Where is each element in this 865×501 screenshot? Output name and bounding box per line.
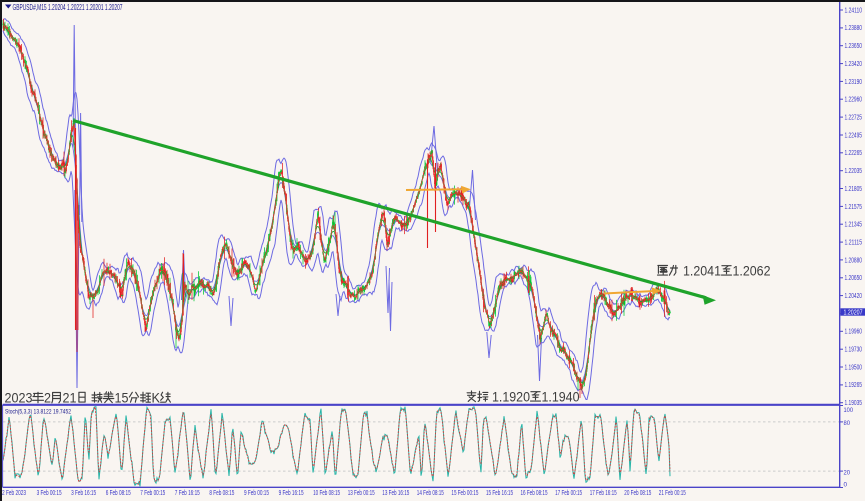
svg-text:7 Feb 16:15: 7 Feb 16:15 — [175, 490, 200, 497]
svg-text:1.19960: 1.19960 — [845, 329, 863, 336]
svg-text:7 Feb 00:15: 7 Feb 00:15 — [140, 490, 165, 497]
svg-text:Stoch(5,3,3) 13.8122 19.7452: Stoch(5,3,3) 13.8122 19.7452 — [5, 409, 71, 416]
svg-text:1.22265: 1.22265 — [845, 150, 863, 157]
svg-text:1.2041: 1.2041 — [683, 263, 721, 278]
svg-text:1.21805: 1.21805 — [845, 186, 863, 193]
svg-text:1.20207: 1.20207 — [844, 309, 863, 316]
svg-text:15: 15 — [115, 390, 129, 405]
svg-text:1.23420: 1.23420 — [845, 61, 863, 68]
svg-text:13 Feb 00:15: 13 Feb 00:15 — [348, 490, 375, 497]
svg-text:1.19730: 1.19730 — [845, 347, 863, 354]
svg-text:14 Feb 08:15: 14 Feb 08:15 — [417, 490, 444, 497]
svg-text:1.1920: 1.1920 — [492, 389, 530, 404]
svg-text:80: 80 — [844, 420, 851, 427]
svg-text:3 Feb 00:15: 3 Feb 00:15 — [37, 490, 62, 497]
svg-text:16 Feb 08:15: 16 Feb 08:15 — [521, 490, 548, 497]
svg-text:17 Feb 16:15: 17 Feb 16:15 — [590, 490, 617, 497]
svg-text:2 Feb 2023: 2 Feb 2023 — [2, 490, 26, 497]
svg-text:0: 0 — [844, 482, 848, 489]
svg-text:21 Feb 00:15: 21 Feb 00:15 — [659, 490, 686, 497]
svg-text:1.1940: 1.1940 — [542, 389, 580, 404]
svg-text:20 Feb 08:15: 20 Feb 08:15 — [624, 490, 651, 497]
svg-text:1.20880: 1.20880 — [845, 257, 863, 264]
svg-text:9 Feb 16:15: 9 Feb 16:15 — [279, 490, 304, 497]
svg-text:1.19500: 1.19500 — [845, 364, 863, 371]
svg-text:K: K — [152, 390, 161, 405]
svg-text:9 Feb 00:15: 9 Feb 00:15 — [244, 490, 269, 497]
svg-text:1.20650: 1.20650 — [845, 275, 863, 282]
svg-text:1.22725: 1.22725 — [845, 115, 863, 122]
svg-text:100: 100 — [844, 407, 854, 414]
svg-text:1.24110: 1.24110 — [845, 7, 863, 14]
svg-text:GBPUSD#,M15 1.20204 1.20221 1: GBPUSD#,M15 1.20204 1.20221 1.20201 1.20… — [13, 3, 123, 12]
svg-text:20: 20 — [844, 470, 851, 477]
svg-text:1.20420: 1.20420 — [845, 293, 863, 300]
svg-text:8 Feb 08:15: 8 Feb 08:15 — [209, 490, 234, 497]
svg-text:1.21115: 1.21115 — [845, 240, 863, 247]
svg-text:1.21575: 1.21575 — [845, 204, 863, 211]
svg-text:1.19035: 1.19035 — [845, 400, 863, 407]
svg-text:1.23650: 1.23650 — [845, 43, 863, 50]
svg-text:6 Feb 08:15: 6 Feb 08:15 — [106, 490, 131, 497]
svg-text:1.19265: 1.19265 — [845, 382, 863, 389]
svg-text:13 Feb 16:15: 13 Feb 16:15 — [382, 490, 409, 497]
svg-text:3 Feb 16:15: 3 Feb 16:15 — [71, 490, 96, 497]
svg-text:1.2062: 1.2062 — [733, 263, 771, 278]
svg-text:2: 2 — [44, 390, 51, 405]
svg-text:1.23880: 1.23880 — [845, 25, 863, 32]
svg-text:1.22035: 1.22035 — [845, 168, 863, 175]
svg-text:21: 21 — [63, 390, 77, 405]
svg-text:1.22960: 1.22960 — [845, 97, 863, 104]
svg-text:17 Feb 00:15: 17 Feb 00:15 — [555, 490, 582, 497]
svg-text:1.23190: 1.23190 — [845, 79, 863, 86]
svg-text:1.21345: 1.21345 — [845, 222, 863, 229]
svg-text:15 Feb 00:15: 15 Feb 00:15 — [451, 490, 478, 497]
svg-text:1.22495: 1.22495 — [845, 132, 863, 139]
svg-text:15 Feb 16:15: 15 Feb 16:15 — [486, 490, 513, 497]
svg-text:2023: 2023 — [5, 390, 33, 405]
svg-text:10 Feb 08:15: 10 Feb 08:15 — [313, 490, 340, 497]
